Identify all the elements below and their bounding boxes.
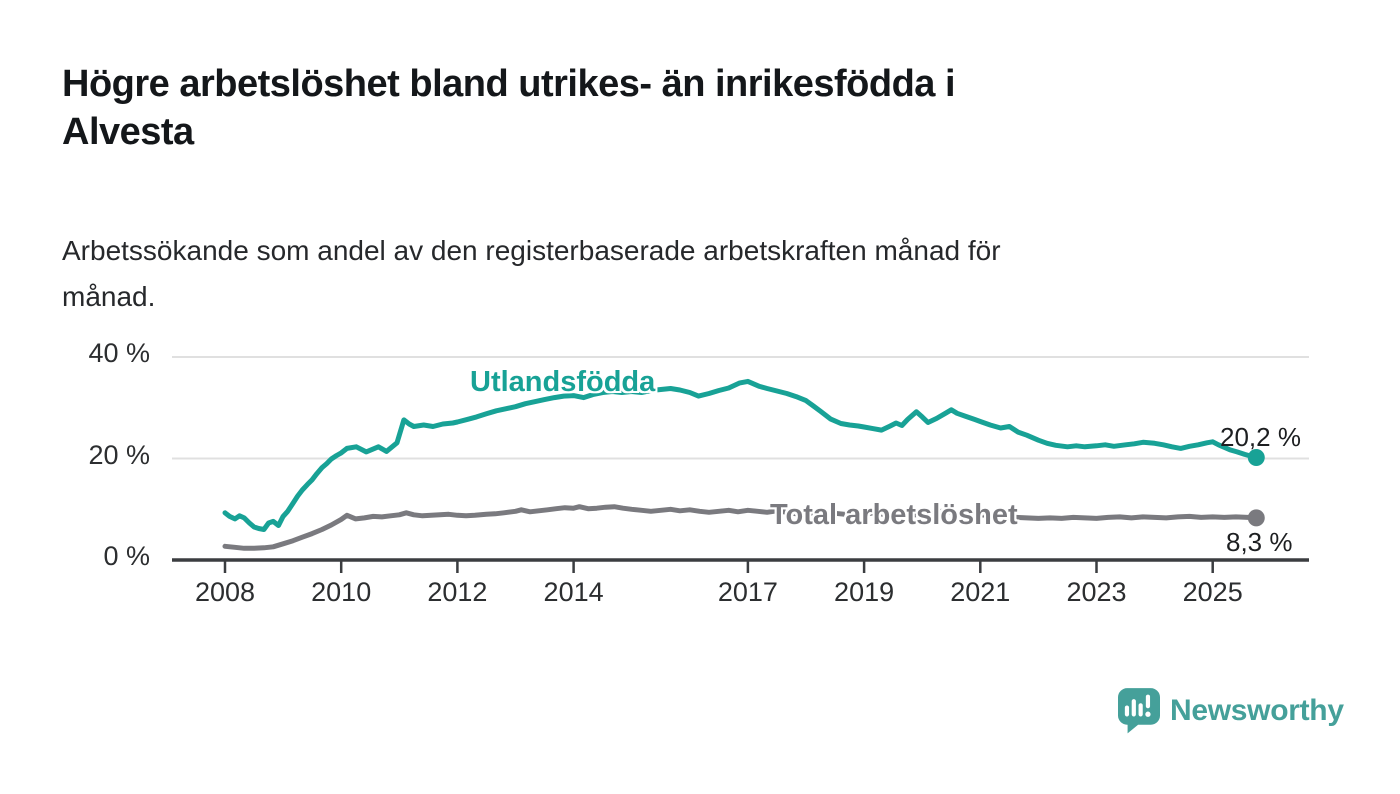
x-axis-tick-label: 2021 — [950, 577, 1011, 607]
series-label-total-arbetsloshet: Total arbetslöshet — [770, 499, 1018, 531]
x-axis-tick-label: 2012 — [427, 577, 488, 607]
x-axis-tick-label: 2025 — [1182, 577, 1243, 607]
y-axis-tick-label: 0 % — [103, 541, 150, 571]
series-end-dot-1 — [1247, 509, 1265, 527]
series-line-1 — [222, 504, 1259, 551]
y-axis-tick-label: 40 % — [88, 338, 150, 368]
newsworthy-logo: Newsworthy — [1118, 688, 1344, 734]
end-value-label-utlandsfodda: 20,2 % — [1220, 422, 1301, 452]
page-title: Högre arbetslöshet bland utrikes- än inr… — [62, 63, 956, 153]
series-end-dot-0 — [1247, 448, 1265, 466]
x-axis-tick-label: 2014 — [543, 577, 604, 607]
end-value-label-total-arbetsloshet: 8,3 % — [1226, 527, 1293, 557]
x-axis-tick-label: 2017 — [717, 577, 778, 607]
x-axis-tick-label: 2019 — [834, 577, 895, 607]
newsworthy-bar-chart-bubble-icon — [1118, 688, 1160, 734]
x-axis-tick-label: 2010 — [311, 577, 372, 607]
y-axis-tick-label: 20 % — [88, 439, 150, 470]
x-axis-tick-label: 2023 — [1066, 577, 1127, 607]
newsworthy-wordmark: Newsworthy — [1170, 694, 1344, 727]
page-subtitle: Arbetssökande som andel av den registerb… — [62, 235, 1001, 312]
series-line-0 — [222, 378, 1259, 532]
series-label-utlandsfodda: Utlandsfödda — [470, 366, 656, 398]
x-axis-tick-label: 2008 — [194, 577, 256, 607]
